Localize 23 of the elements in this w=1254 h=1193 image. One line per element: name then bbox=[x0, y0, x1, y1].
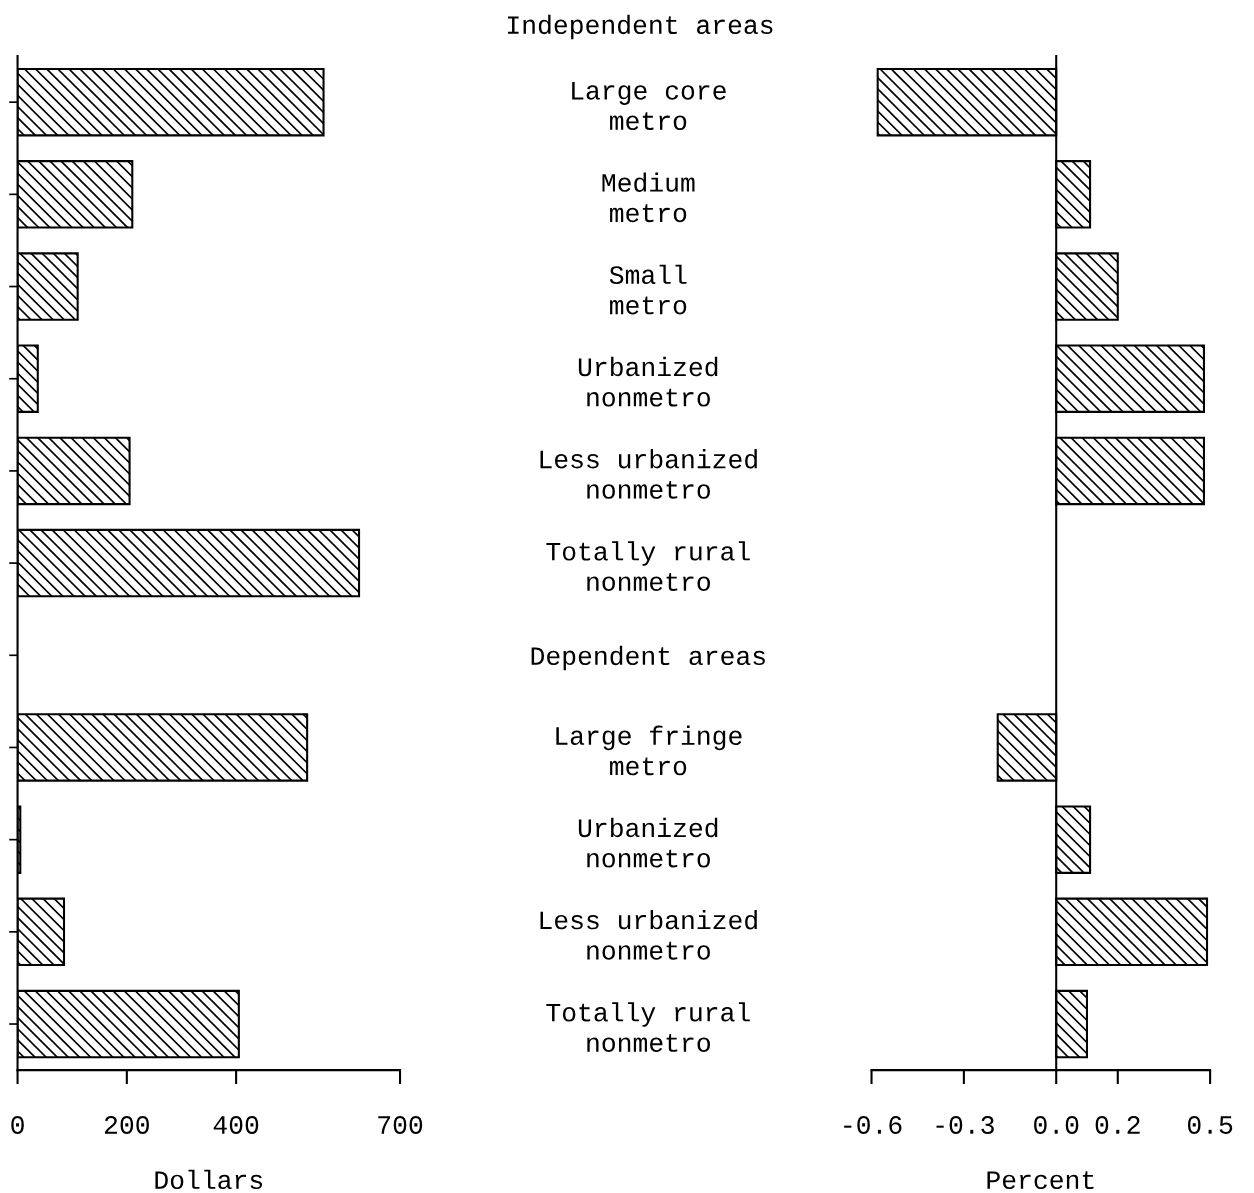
x-tick-label: 0.0 bbox=[1034, 1116, 1079, 1134]
y-tick-label: Totally rural nonmetro bbox=[546, 541, 750, 591]
x-axis-title: Dollars bbox=[155, 1169, 263, 1190]
x-tick-label: 0.5 bbox=[1187, 1116, 1233, 1134]
y-tick-label: Less urbanized nonmetro bbox=[540, 909, 757, 960]
x-tick-label: -0.6 bbox=[844, 1116, 902, 1134]
text: Independent areas bbox=[507, 14, 773, 40]
y-tick-label: Urbanized nonmetro bbox=[578, 356, 718, 407]
x-axis-title: Percent bbox=[987, 1171, 1094, 1190]
y-tick-label: Totally rural nonmetro bbox=[546, 1002, 750, 1052]
x-tick-label: -0.3 bbox=[936, 1116, 994, 1134]
x-tick-label: 200 bbox=[104, 1116, 149, 1134]
y-tick-label: Dependent areas bbox=[531, 645, 765, 671]
x-tick-label: 700 bbox=[378, 1116, 423, 1134]
x-tick-label: 0 bbox=[11, 1116, 24, 1134]
x-tick-label: 400 bbox=[213, 1116, 259, 1134]
y-tick-label: Medium metro bbox=[602, 172, 695, 223]
x-tick-label: 0.2 bbox=[1095, 1116, 1140, 1134]
y-tick-label: Urbanized nonmetro bbox=[578, 817, 718, 868]
y-tick-label: Large core metro bbox=[572, 82, 726, 131]
y-tick-label: Small metro bbox=[609, 264, 687, 315]
y-tick-label: Large fringe metro bbox=[556, 725, 742, 776]
y-tick-label: Less urbanized nonmetro bbox=[540, 449, 757, 499]
